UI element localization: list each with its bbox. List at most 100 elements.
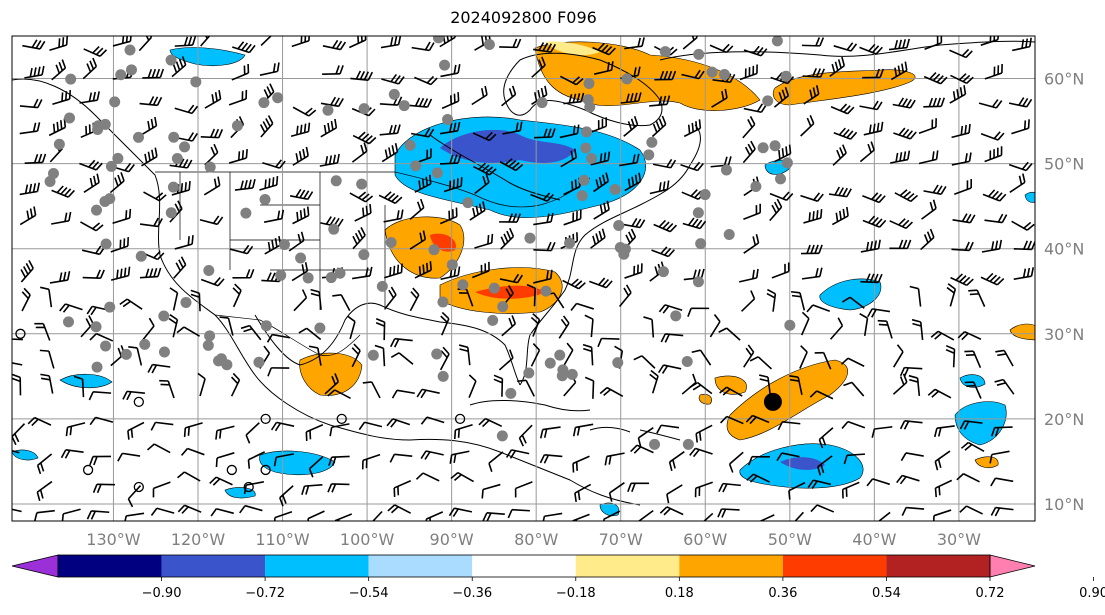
station-dot bbox=[259, 194, 271, 206]
colorbar-label: −0.54 bbox=[349, 586, 389, 601]
colorbar-segment bbox=[886, 555, 990, 577]
wind-barb bbox=[719, 415, 744, 425]
colorbar-min-extend bbox=[11, 554, 59, 578]
wind-barb bbox=[862, 192, 886, 204]
wind-barb bbox=[372, 510, 383, 521]
station-dot bbox=[497, 301, 509, 313]
station-dot bbox=[221, 359, 233, 371]
wind-barb bbox=[860, 273, 883, 284]
positive-anomaly-fills bbox=[299, 41, 1035, 469]
station-dot bbox=[168, 131, 180, 143]
anomaly-fill bbox=[726, 359, 848, 441]
station-dot bbox=[330, 175, 342, 187]
wind-barb bbox=[440, 64, 461, 78]
station-dot bbox=[100, 340, 112, 352]
coastline bbox=[254, 302, 521, 386]
wind-barb bbox=[293, 289, 308, 312]
wind-barb bbox=[332, 293, 351, 312]
wind-barb bbox=[230, 372, 241, 397]
wind-barb bbox=[689, 447, 713, 458]
wind-barb bbox=[1011, 220, 1035, 231]
wind-barb bbox=[627, 482, 650, 493]
wind-barb bbox=[119, 298, 143, 310]
wind-barb bbox=[292, 146, 309, 166]
wind-barb bbox=[934, 450, 951, 471]
wind-barb bbox=[439, 346, 450, 371]
station-dot bbox=[132, 131, 144, 143]
wind-barb bbox=[817, 455, 833, 476]
wind-barb bbox=[482, 512, 505, 521]
station-dot bbox=[231, 120, 243, 132]
wind-barb bbox=[273, 453, 295, 467]
map-frame bbox=[11, 35, 1036, 522]
wind-barb bbox=[534, 128, 556, 139]
station-dot bbox=[90, 321, 102, 333]
wind-barb bbox=[203, 176, 221, 196]
wind-barb bbox=[745, 414, 770, 425]
wind-barb bbox=[950, 273, 974, 287]
wind-barb bbox=[924, 36, 943, 51]
wind-barb bbox=[12, 338, 23, 341]
colorbar-segment bbox=[575, 555, 680, 577]
wind-barb bbox=[73, 375, 85, 398]
station-dot bbox=[581, 126, 593, 138]
station-dot bbox=[180, 296, 192, 308]
wind-barb bbox=[683, 119, 702, 138]
wind-barb bbox=[232, 41, 256, 54]
longitude-label: 70°W bbox=[599, 530, 643, 549]
wind-barb bbox=[350, 70, 374, 81]
station-dot bbox=[681, 356, 693, 368]
wind-barb bbox=[266, 333, 291, 343]
station-dot bbox=[190, 76, 202, 88]
station-dot bbox=[554, 349, 566, 361]
wind-barb bbox=[890, 150, 911, 164]
wind-barb bbox=[450, 471, 474, 483]
wind-barb bbox=[472, 131, 497, 142]
wind-barb bbox=[841, 481, 860, 499]
wind-barb bbox=[270, 421, 295, 432]
wind-barb bbox=[984, 63, 1003, 80]
wind-barb bbox=[951, 241, 974, 252]
station-dot bbox=[158, 310, 170, 322]
wind-barb bbox=[59, 303, 83, 313]
wind-barb bbox=[558, 315, 570, 339]
wind-barb bbox=[33, 509, 55, 521]
wind-barb bbox=[109, 172, 125, 194]
wind-barb bbox=[79, 91, 100, 104]
wind-barb bbox=[228, 89, 248, 106]
wind-barb bbox=[806, 304, 831, 313]
wind-barb bbox=[533, 269, 553, 284]
wind-barb bbox=[790, 290, 806, 311]
wind-barb bbox=[801, 267, 823, 280]
wind-barb bbox=[624, 37, 645, 50]
wind-barb bbox=[604, 452, 625, 466]
storm-center-marker bbox=[763, 392, 782, 411]
wind-barb bbox=[560, 148, 578, 168]
station-dot bbox=[442, 113, 454, 125]
wind-barb bbox=[349, 191, 374, 203]
station-dot bbox=[483, 39, 495, 51]
wind-barb bbox=[86, 510, 110, 520]
wind-barb bbox=[582, 343, 594, 366]
wind-barb bbox=[262, 159, 286, 169]
wind-barb bbox=[449, 450, 470, 464]
wind-barb bbox=[666, 484, 683, 504]
anomaly-fill bbox=[599, 502, 620, 517]
wind-barb bbox=[833, 42, 858, 52]
wind-barb bbox=[638, 509, 654, 521]
longitude-label: 60°W bbox=[683, 530, 727, 549]
wind-barb bbox=[414, 75, 438, 86]
wind-barb bbox=[531, 56, 546, 78]
wind-barb bbox=[88, 391, 112, 401]
wind-barb bbox=[263, 209, 285, 223]
wind-barb bbox=[532, 42, 557, 53]
wind-barb bbox=[830, 103, 855, 115]
colorbar-label: 0.72 bbox=[976, 586, 1005, 601]
station-dot bbox=[105, 160, 117, 172]
wind-barb bbox=[888, 38, 910, 51]
wind-barb bbox=[414, 174, 432, 193]
wind-barb bbox=[809, 390, 834, 400]
station-dot bbox=[295, 252, 307, 264]
wind-barb bbox=[774, 144, 792, 163]
wind-barb bbox=[36, 480, 53, 502]
